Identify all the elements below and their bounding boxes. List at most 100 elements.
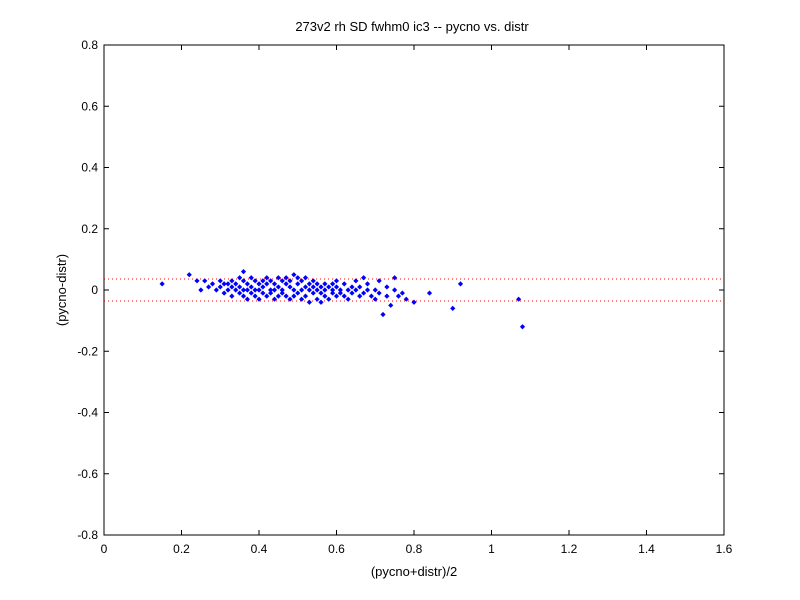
plot-area [103,44,725,536]
data-point [268,278,274,284]
data-point [333,278,340,284]
data-point [275,293,281,299]
y-tick-label: 0 [91,283,98,297]
data-point [364,281,371,287]
data-point [306,299,312,305]
reference-lines [104,278,724,302]
data-point [295,290,301,296]
data-point [287,296,293,302]
data-point [264,293,270,299]
data-point [221,290,227,296]
data-point [268,287,274,293]
data-point [248,275,254,281]
data-point [411,299,417,305]
data-point [287,284,293,290]
x-tick-label: 1.4 [638,542,655,556]
data-point [217,278,223,284]
data-point [260,290,266,296]
data-point [318,284,324,290]
data-point [349,284,355,290]
data-point [256,296,262,302]
data-points [159,269,526,330]
data-point [240,287,247,293]
data-point [310,290,316,296]
data-point [306,281,312,287]
data-point [376,278,382,284]
data-point [392,275,398,281]
data-point [330,287,336,293]
data-point [403,296,409,302]
data-point [283,293,289,299]
data-point [279,287,285,293]
data-point [337,290,343,296]
data-point [209,281,216,287]
data-point [291,293,297,299]
data-point [361,290,367,296]
data-point [314,281,320,287]
data-point [357,293,363,299]
data-point [399,290,405,296]
data-point [364,287,371,293]
data-point [372,296,378,302]
data-point [213,287,219,293]
data-point [279,290,285,296]
data-point [275,275,281,281]
data-point [392,287,398,293]
data-point [357,284,363,290]
data-point [322,281,328,287]
data-point [202,278,208,284]
data-point [333,284,340,290]
data-point [299,287,305,293]
data-point [237,290,243,296]
data-point [271,287,278,293]
y-tick-label: -0.4 [77,406,98,420]
data-point [248,290,254,296]
data-point [326,296,332,302]
data-point [372,287,378,293]
data-point [395,293,402,299]
data-point [279,278,285,284]
y-tick-label: -0.2 [77,344,98,358]
data-point [318,290,324,296]
data-point [287,278,293,284]
data-point [283,275,289,281]
data-point [256,287,262,293]
x-tick-label: 1.6 [716,542,733,556]
y-tick-label: 0.8 [81,38,98,52]
data-point [345,296,351,302]
data-point [291,272,297,278]
data-point [299,278,305,284]
data-point [217,284,223,290]
data-point [310,284,316,290]
data-point [194,278,200,284]
data-point [244,281,250,287]
data-point [318,299,324,305]
data-point [322,287,328,293]
data-point [233,281,239,287]
x-axis-ticks: 0 0.2 0.4 0.6 0.8 1 1.2 1.4 1.6 [101,45,733,556]
data-point [384,293,390,299]
data-point [271,281,278,287]
data-point [314,296,320,302]
data-point [225,287,231,293]
data-point [388,302,394,308]
y-axis-label: (pycno-distr) [54,254,69,326]
y-axis-ticks: -0.8 -0.6 -0.4 -0.2 0 0.2 0.4 0.6 0.8 [77,38,724,542]
data-point [244,287,250,293]
y-tick-label: -0.6 [77,467,98,481]
data-point [248,284,254,290]
data-point [330,290,336,296]
y-tick-label: 0.2 [81,222,98,236]
x-tick-label: 1 [488,542,495,556]
data-point [252,278,258,284]
data-point [295,281,301,287]
data-point [450,305,456,311]
data-point [275,284,281,290]
data-point [264,275,270,281]
data-point [268,290,274,296]
data-point [368,293,374,299]
data-point [252,293,258,299]
data-point [341,281,347,287]
data-point [206,284,212,290]
data-point [198,287,204,293]
